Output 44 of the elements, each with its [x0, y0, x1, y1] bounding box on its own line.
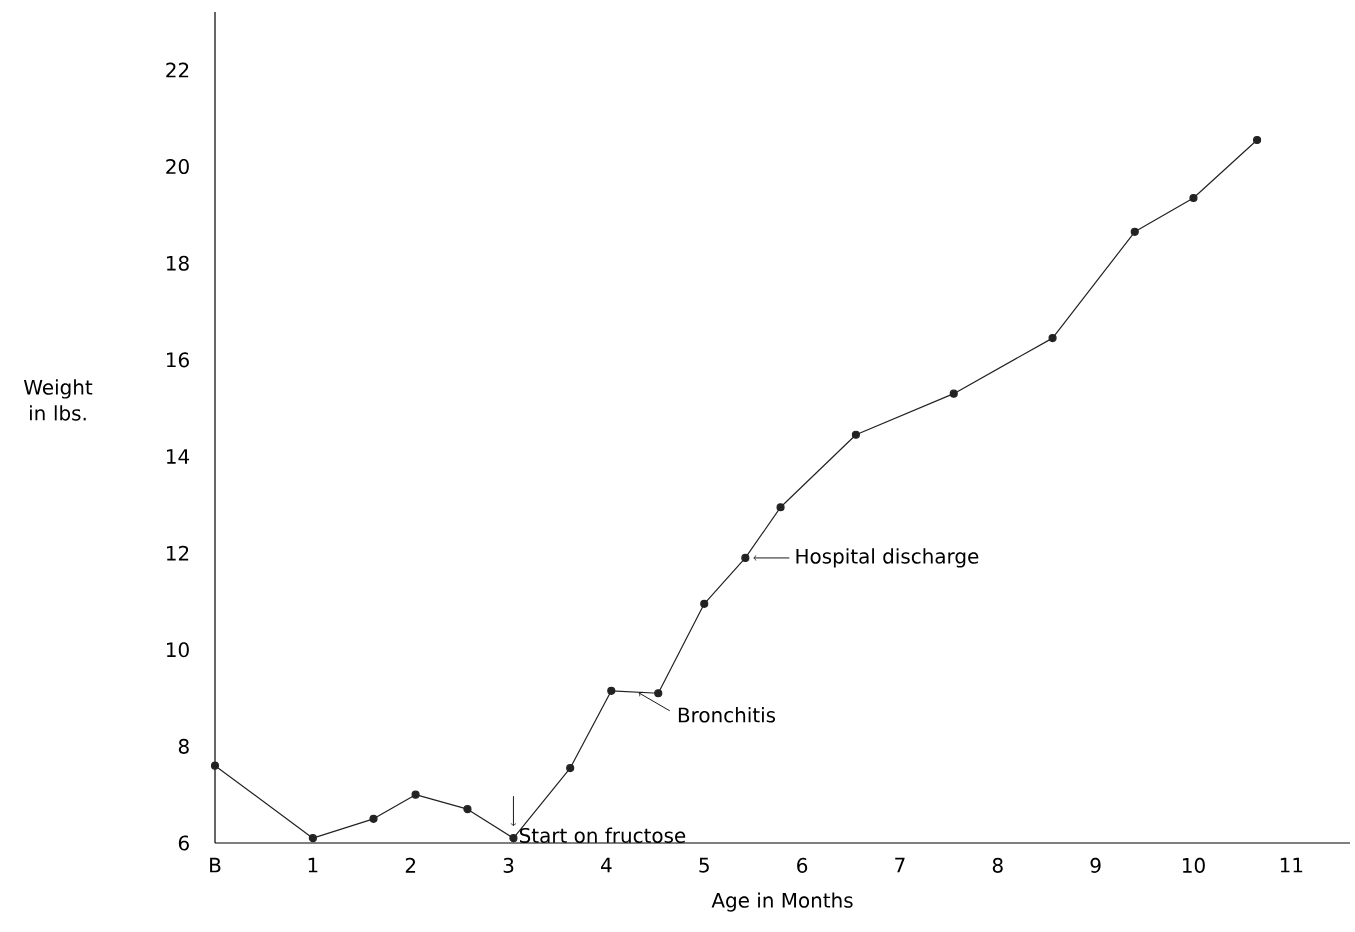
y-tick-label: 18	[167, 255, 189, 271]
point	[1130, 227, 1139, 236]
y-axis-title: Weight in lbs.	[23, 379, 93, 421]
point	[851, 430, 860, 439]
x-axis-title: Age in Months	[711, 892, 853, 912]
point	[463, 805, 472, 814]
y-tick-label: 16	[167, 352, 189, 368]
y-tick-label: 20	[166, 159, 189, 175]
x-tick-label: 9	[1090, 857, 1101, 873]
x-tick-label: 10	[1182, 857, 1205, 873]
x-tick-label: 3	[503, 857, 514, 873]
x-tick-label: B	[210, 857, 221, 873]
annotation: Bronchitis	[678, 707, 776, 723]
annotation: Start on fructose	[519, 827, 686, 843]
point	[1252, 135, 1262, 145]
y-tick-label: 6	[178, 835, 189, 851]
y-tick-label: 22	[166, 62, 189, 78]
point	[411, 790, 420, 799]
y-tick-label: 8	[178, 738, 189, 754]
point	[1189, 193, 1198, 203]
x-tick-label: 1	[308, 857, 318, 873]
x-tick-label: 4	[601, 857, 612, 873]
y-tick-label: 12	[167, 545, 189, 561]
point	[654, 689, 663, 698]
x-tick-label: 8	[992, 857, 1003, 873]
y-tick-label: 14	[167, 449, 190, 464]
point	[949, 389, 958, 398]
point	[566, 764, 575, 773]
point	[369, 814, 378, 823]
y-tick-label: 10	[167, 642, 189, 658]
point	[741, 553, 750, 563]
point	[700, 599, 709, 608]
x-tick-label: 11	[1280, 857, 1303, 873]
x-tick-label: 7	[895, 857, 905, 873]
point	[308, 834, 317, 843]
x-tick-label: 2	[405, 857, 416, 873]
point	[607, 686, 616, 695]
point	[776, 503, 785, 512]
point	[210, 761, 220, 770]
x-tick-label: 6	[797, 857, 808, 873]
x-tick-label: 5	[699, 857, 709, 873]
point	[509, 834, 518, 843]
annotation: Hospital discharge	[796, 548, 979, 568]
point	[1048, 334, 1057, 343]
